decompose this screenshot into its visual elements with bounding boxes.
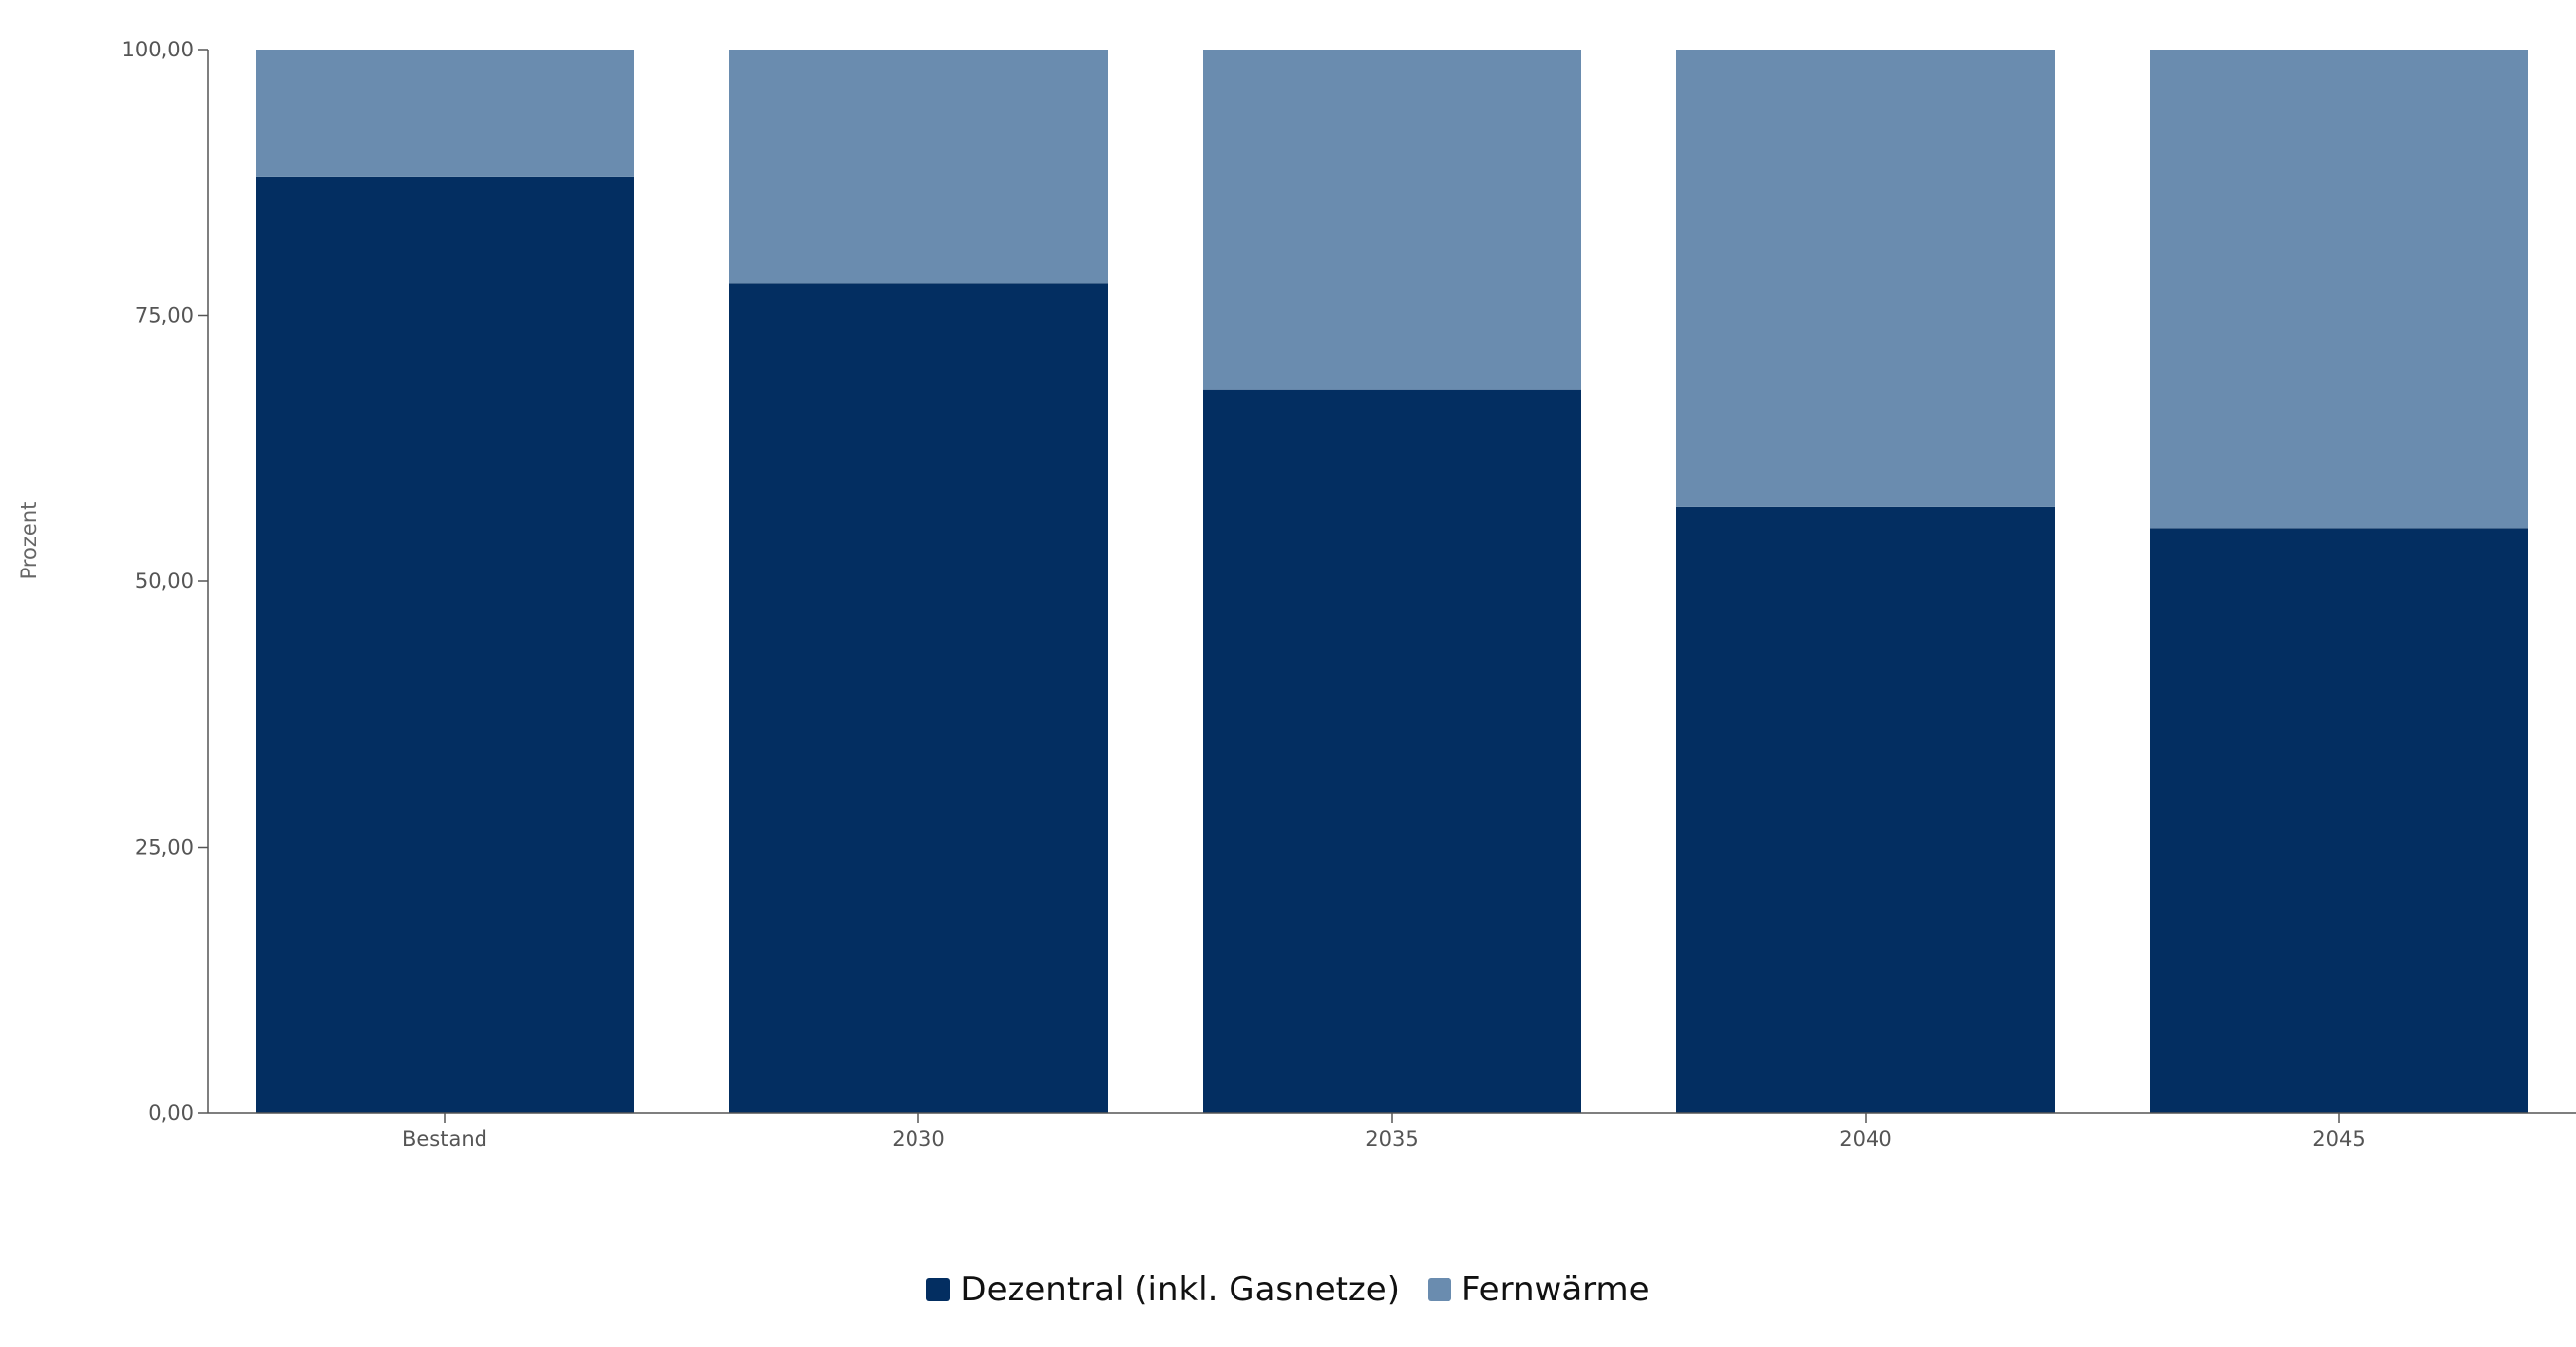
bar-segment-dezentral-2045[interactable] (2150, 528, 2528, 1113)
bars-layer (256, 50, 2528, 1113)
bar-segment-fernwaerme-2040[interactable] (1676, 50, 2055, 507)
x-tick-label: 2040 (1839, 1127, 1891, 1151)
legend-swatch-fernwaerme (1427, 1278, 1451, 1301)
legend: Dezentral (inkl. Gasnetze) Fernwärme (0, 1270, 2576, 1309)
y-tick-label: 0,00 (148, 1101, 194, 1125)
x-tick-label: 2045 (2312, 1127, 2365, 1151)
bar-segment-fernwaerme-2035[interactable] (1203, 50, 1581, 390)
x-tick-label: 2035 (1365, 1127, 1418, 1151)
y-axis-label: Prozent (17, 502, 41, 580)
legend-label-fernwaerme: Fernwärme (1460, 1270, 1650, 1309)
y-tick-label: 50,00 (135, 570, 194, 593)
bar-segment-fernwaerme-bestand[interactable] (256, 50, 634, 177)
legend-label-dezentral: Dezentral (inkl. Gasnetze) (960, 1270, 1400, 1309)
legend-item-dezentral[interactable]: Dezentral (inkl. Gasnetze) (926, 1270, 1400, 1309)
bar-segment-dezentral-2040[interactable] (1676, 506, 2055, 1113)
bar-segment-dezentral-bestand[interactable] (256, 176, 634, 1113)
x-tick-label: 2030 (892, 1127, 944, 1151)
y-tick-label: 100,00 (122, 38, 194, 61)
y-tick-label: 75,00 (135, 304, 194, 328)
bar-segment-fernwaerme-2045[interactable] (2150, 50, 2528, 529)
legend-item-fernwaerme[interactable]: Fernwärme (1427, 1270, 1650, 1309)
bar-segment-dezentral-2030[interactable] (729, 283, 1108, 1113)
y-tick-label: 25,00 (135, 836, 194, 860)
bar-segment-dezentral-2035[interactable] (1203, 389, 1581, 1113)
bar-segment-fernwaerme-2030[interactable] (729, 50, 1108, 284)
x-tick-label: Bestand (402, 1127, 487, 1151)
axes-layer: Bestand 2030 2035 2040 2045 0,00 25,00 50,00 75,… (122, 38, 2576, 1151)
legend-swatch-dezentral (926, 1278, 951, 1301)
